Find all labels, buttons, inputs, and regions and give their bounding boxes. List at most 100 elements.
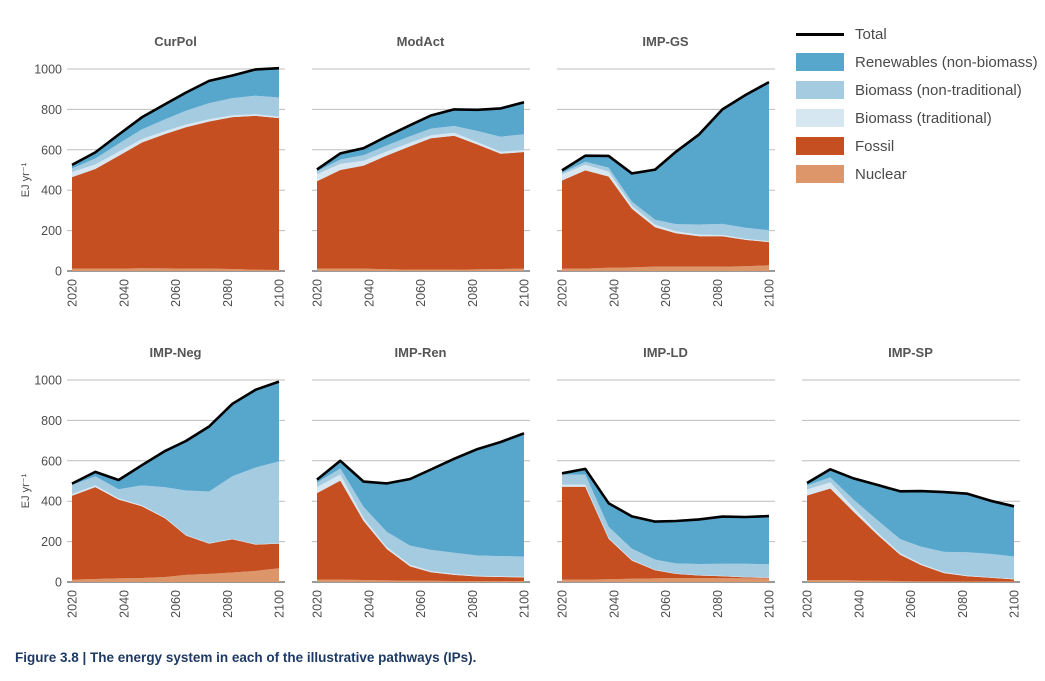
panel-title: ModAct xyxy=(397,34,445,49)
legend-swatch-fossil xyxy=(796,137,844,155)
x-tick-label: 2100 xyxy=(1008,590,1022,618)
y-tick-label: 1000 xyxy=(34,374,62,388)
panel-title: IMP-LD xyxy=(643,345,688,360)
y-axis-label: EJ yr⁻¹ xyxy=(20,162,32,197)
x-tick-label: 2060 xyxy=(659,279,673,307)
x-tick-label: 2100 xyxy=(273,279,287,307)
x-tick-label: 2100 xyxy=(763,279,777,307)
x-tick-label: 2020 xyxy=(556,590,570,618)
x-tick-label: 2020 xyxy=(311,279,325,307)
x-tick-label: 2100 xyxy=(518,279,532,307)
area-renewables xyxy=(562,82,769,231)
area-biomass-nontrad xyxy=(562,161,769,242)
panel-modact: ModAct 2020 2040 2060 2080 2100 xyxy=(311,34,532,307)
y-tick-label: 600 xyxy=(41,143,62,157)
x-tick-label: 2040 xyxy=(607,279,621,307)
panel-title: IMP-SP xyxy=(888,345,933,360)
x-tick-label: 2100 xyxy=(763,590,777,618)
area-fossil xyxy=(807,488,1014,582)
area-biomass-nontrad xyxy=(562,474,769,578)
area-renewables xyxy=(807,469,1014,557)
legend-item-nuclear: Nuclear xyxy=(796,160,1038,188)
area-biomass-nontrad xyxy=(317,468,524,577)
legend-item-fossil: Fossil xyxy=(796,132,1038,160)
y-tick-label: 200 xyxy=(41,535,62,549)
area-renewables xyxy=(317,102,524,172)
figure-caption: Figure 3.8 | The energy system in each o… xyxy=(15,650,477,665)
x-tick-label: 2060 xyxy=(414,279,428,307)
area-nuclear xyxy=(317,579,524,582)
x-tick-label: 2060 xyxy=(659,590,673,618)
x-tick-label: 2080 xyxy=(466,590,480,618)
y-tick-label: 200 xyxy=(41,224,62,238)
total-line xyxy=(71,380,280,485)
legend-item-total: Total xyxy=(796,20,1038,48)
legend-swatch-biomass-nontraditional xyxy=(796,81,844,99)
y-tick-label: 800 xyxy=(41,414,62,428)
area-biomass-nontrad xyxy=(72,95,279,172)
x-tick-label: 2040 xyxy=(117,590,131,618)
x-tick-label: 2020 xyxy=(556,279,570,307)
x-tick-label: 2040 xyxy=(362,590,376,618)
y-tick-label: 800 xyxy=(41,103,62,117)
y-tick-label: 600 xyxy=(41,454,62,468)
x-tick-label: 2040 xyxy=(607,590,621,618)
legend-label: Biomass (traditional) xyxy=(855,109,992,127)
x-tick-label: 2060 xyxy=(414,590,428,618)
legend-label: Nuclear xyxy=(855,165,907,183)
total-line xyxy=(316,432,525,485)
x-tick-label: 2020 xyxy=(66,590,80,618)
area-fossil xyxy=(562,486,769,580)
y-tick-label: 0 xyxy=(55,576,62,590)
panel-title: IMP-Ren xyxy=(395,345,447,360)
area-nuclear xyxy=(317,268,524,271)
total-line xyxy=(71,66,280,167)
legend: Total Renewables (non-biomass) Biomass (… xyxy=(796,20,1038,188)
x-tick-label: 2100 xyxy=(518,590,532,618)
panel-imp-ld: IMP-LD 2020 2040 2060 2080 2100 xyxy=(556,345,777,618)
area-fossil xyxy=(317,135,524,270)
area-fossil xyxy=(317,480,524,581)
x-tick-label: 2020 xyxy=(311,590,325,618)
x-tick-label: 2080 xyxy=(711,590,725,618)
x-tick-label: 2080 xyxy=(221,590,235,618)
area-fossil xyxy=(562,170,769,269)
x-tick-label: 2040 xyxy=(852,590,866,618)
area-biomass-trad xyxy=(72,485,279,545)
legend-swatch-nuclear xyxy=(796,165,844,183)
legend-swatch-renewables xyxy=(796,53,844,71)
x-tick-label: 2060 xyxy=(169,590,183,618)
area-nuclear xyxy=(562,578,769,582)
legend-item-biomass-nontraditional: Biomass (non-traditional) xyxy=(796,76,1038,104)
y-axis-label: EJ yr⁻¹ xyxy=(20,473,32,508)
legend-label: Total xyxy=(855,25,887,43)
x-tick-label: 2040 xyxy=(362,279,376,307)
area-renewables xyxy=(72,68,279,169)
panel-imp-neg: IMP-Neg 0 200 400 600 800 1000 EJ yr⁻¹ 2020 2040 2… xyxy=(20,345,287,618)
total-line xyxy=(561,80,770,175)
total-line xyxy=(561,467,770,523)
panel-imp-sp: IMP-SP 2020 2040 2060 2080 2100 xyxy=(801,345,1022,618)
legend-item-biomass-traditional: Biomass (traditional) xyxy=(796,104,1038,132)
x-tick-label: 2040 xyxy=(117,279,131,307)
legend-label: Biomass (non-traditional) xyxy=(855,81,1022,99)
x-tick-label: 2020 xyxy=(66,279,80,307)
y-tick-label: 1000 xyxy=(34,63,62,77)
panel-curpol: CurPol 0 200 400 600 800 1000 EJ yr⁻¹ 2020 2040 20… xyxy=(20,34,287,307)
x-tick-label: 2080 xyxy=(956,590,970,618)
y-tick-label: 400 xyxy=(41,184,62,198)
area-fossil xyxy=(72,115,279,271)
area-nuclear xyxy=(72,568,279,582)
x-tick-label: 2080 xyxy=(466,279,480,307)
area-biomass-nontrad xyxy=(807,477,1014,579)
area-nuclear xyxy=(807,580,1014,582)
x-tick-label: 2060 xyxy=(169,279,183,307)
area-fossil xyxy=(72,487,279,580)
area-renewables xyxy=(562,468,769,565)
total-line xyxy=(806,468,1015,508)
panel-imp-ren: IMP-Ren 2020 2040 2060 2080 2100 xyxy=(311,345,532,618)
legend-swatch-biomass-traditional xyxy=(796,109,844,127)
panel-title: IMP-Neg xyxy=(150,345,202,360)
panel-imp-gs: IMP-GS 2020 2040 2060 2080 2100 xyxy=(556,34,777,307)
